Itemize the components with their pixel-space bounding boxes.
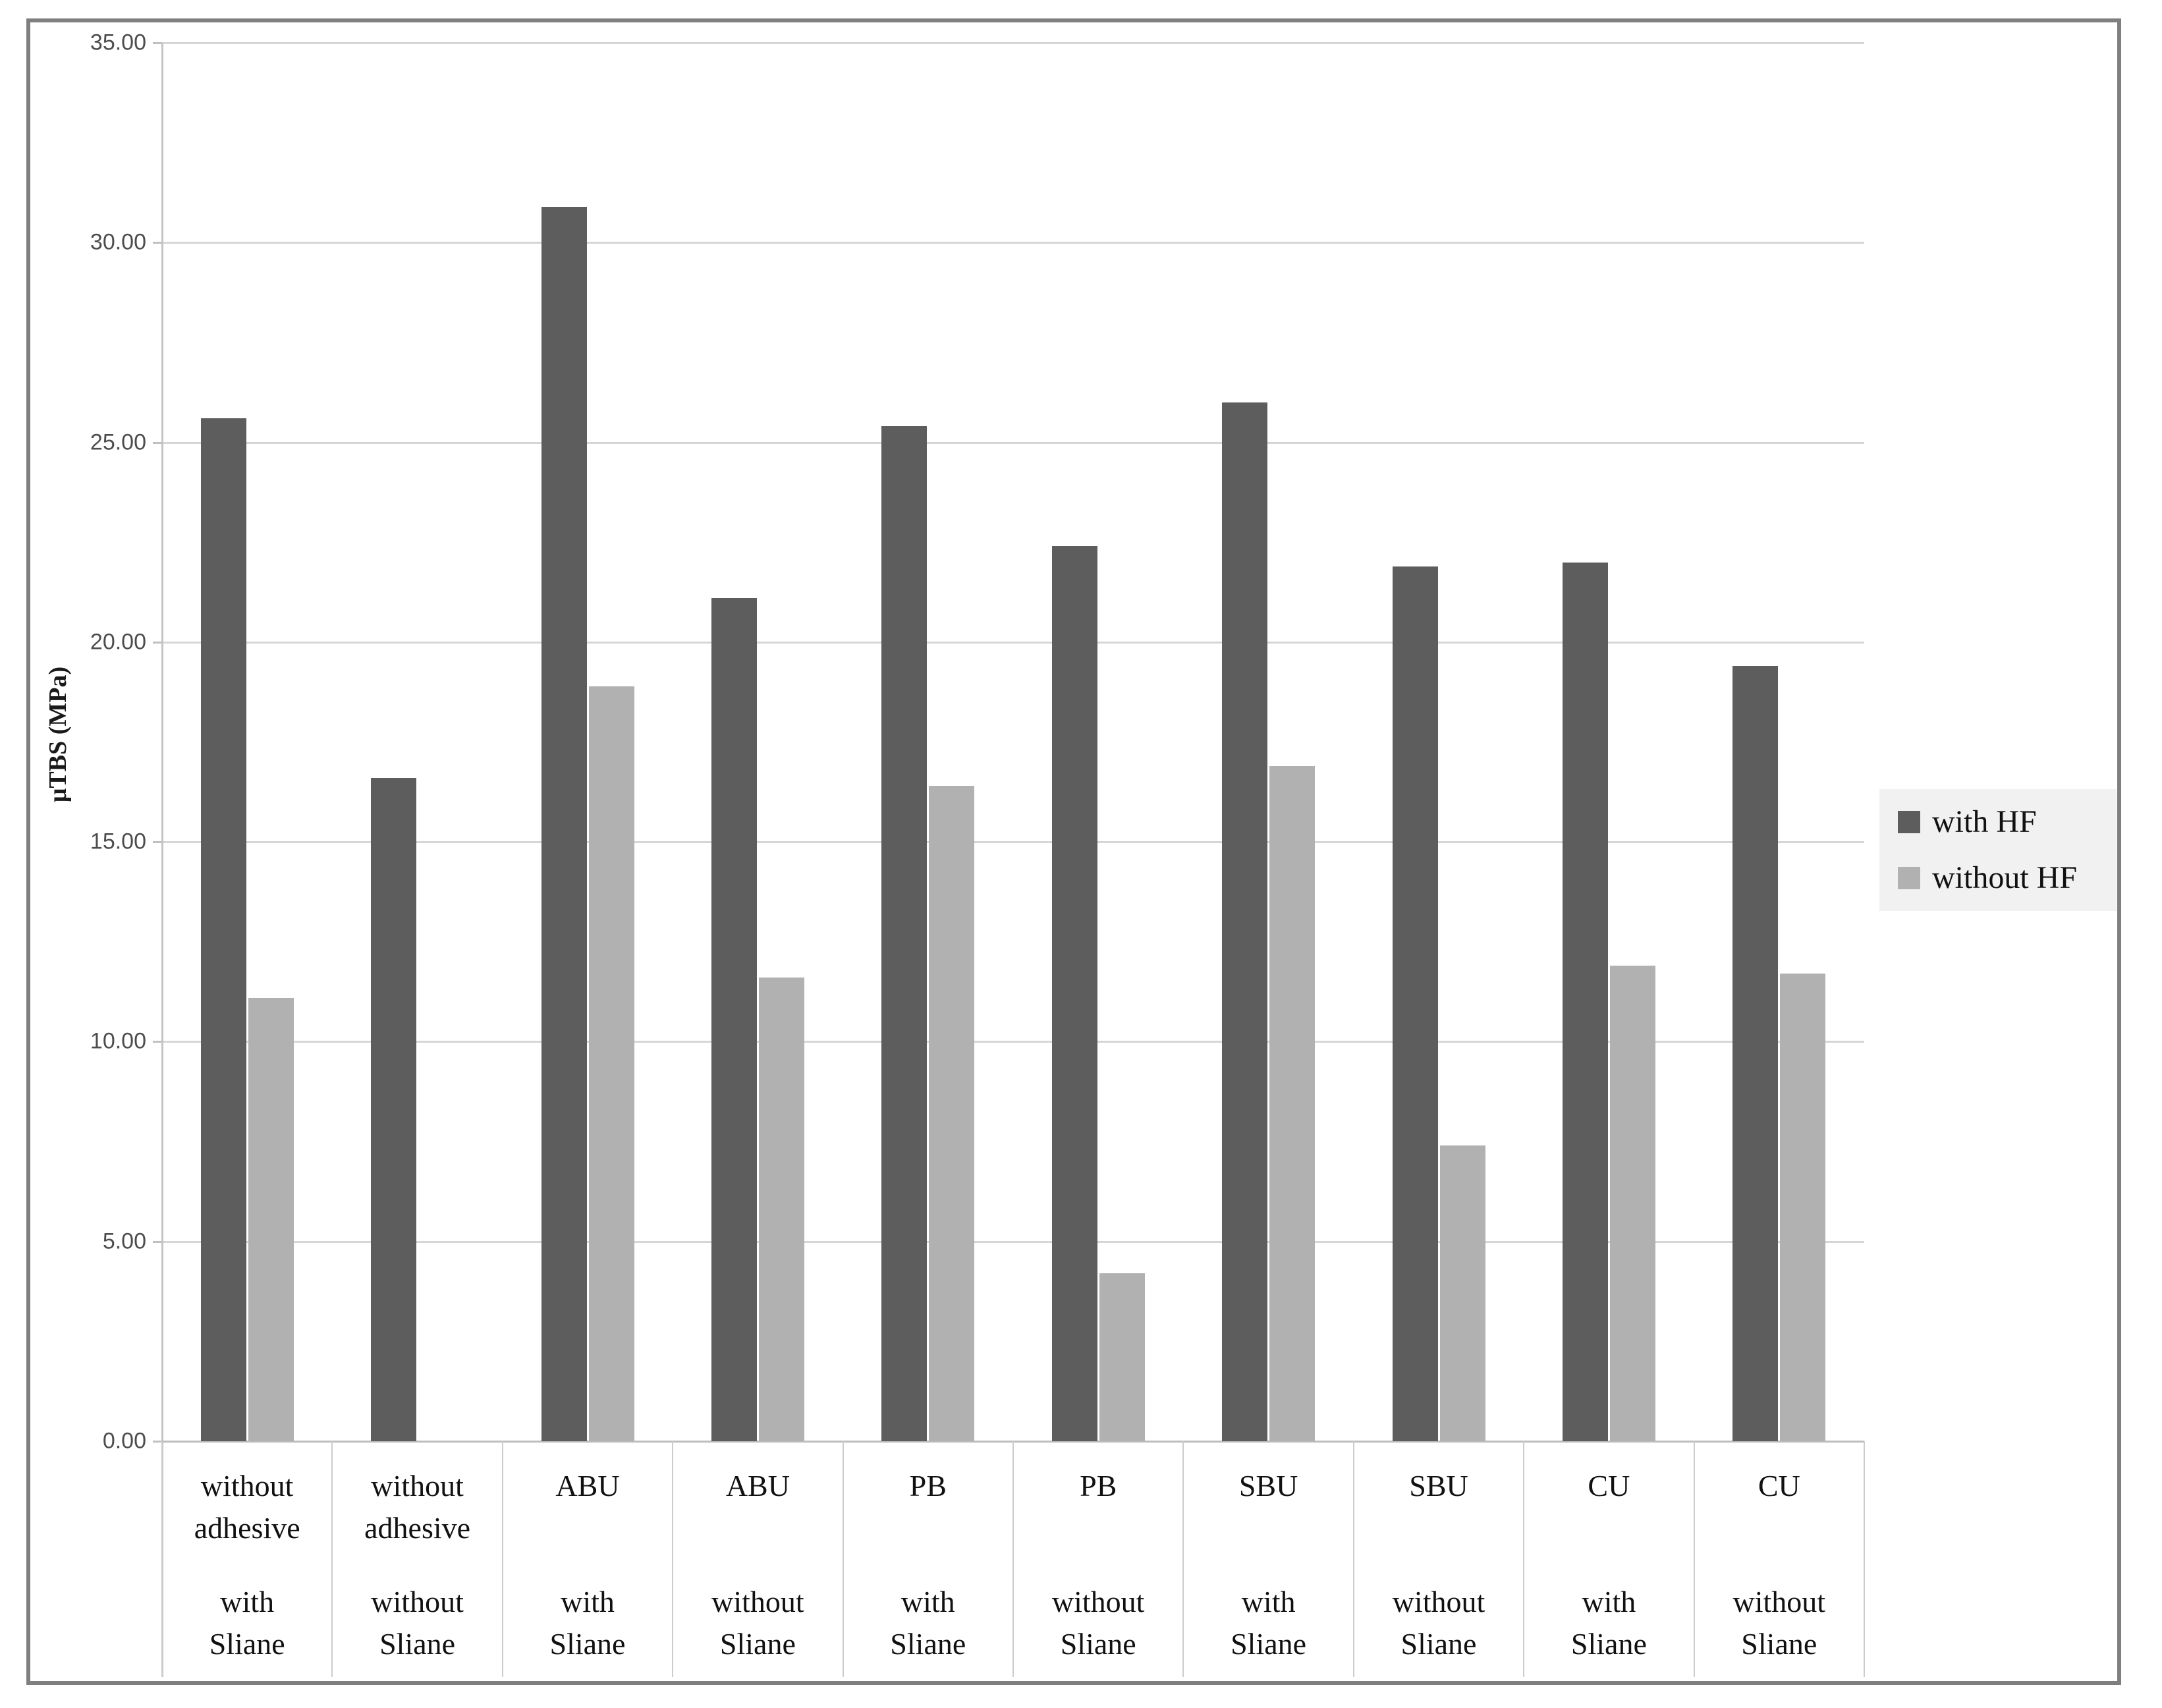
category-label-silane: with Sliane <box>1570 1585 1647 1661</box>
category-cell: SBU with Sliane <box>1183 1441 1353 1677</box>
legend-item-with-hf: with HF <box>1898 806 2117 838</box>
y-axis-tick <box>153 42 162 44</box>
legend-swatch-with-hf <box>1898 811 1920 834</box>
y-tick-label: 0.00 <box>102 1428 146 1454</box>
category-separator <box>331 1441 333 1677</box>
gridline <box>162 841 1864 844</box>
category-label-material: ABU <box>725 1469 790 1502</box>
y-tick-label: 20.00 <box>90 629 146 655</box>
gridline <box>162 1041 1864 1043</box>
bar-without-hf <box>929 786 975 1441</box>
category-cell: SBU without Sliane <box>1354 1441 1524 1677</box>
bar-with-hf <box>711 598 757 1441</box>
category-label-silane: without Sliane <box>1732 1585 1826 1661</box>
category-label-silane: with Sliane <box>209 1585 285 1661</box>
gridline <box>162 42 1864 44</box>
category-label-material: SBU <box>1238 1469 1298 1502</box>
bar-with-hf <box>371 778 417 1441</box>
y-tick-label: 10.00 <box>90 1028 146 1054</box>
bar-with-hf <box>1392 566 1438 1441</box>
bar-without-hf <box>248 997 294 1441</box>
category-label-silane: without Sliane <box>1051 1585 1145 1661</box>
bar-with-hf <box>1222 402 1268 1441</box>
gridline <box>162 641 1864 644</box>
bar-with-hf <box>1562 562 1608 1441</box>
bar-with-hf <box>200 418 246 1441</box>
category-label-silane: without Sliane <box>1392 1585 1485 1661</box>
category-label-silane: without Sliane <box>371 1585 464 1661</box>
category-label-material: PB <box>1080 1469 1117 1502</box>
category-label-material: without adhesive <box>194 1469 300 1545</box>
category-label-material: CU <box>1588 1469 1630 1502</box>
bar-without-hf <box>1780 974 1826 1441</box>
gridline <box>162 242 1864 244</box>
y-tick-label: 15.00 <box>90 829 146 854</box>
category-label-silane: with Sliane <box>1231 1585 1307 1661</box>
category-label-material: CU <box>1758 1469 1800 1502</box>
legend-label-without-hf: without HF <box>1932 860 2078 895</box>
y-axis-tick <box>153 1441 162 1443</box>
legend: with HF without HF <box>1879 789 2117 911</box>
category-separator <box>1864 1441 1865 1677</box>
category-label-material: PB <box>909 1469 947 1502</box>
category-label-silane: with Sliane <box>549 1585 626 1661</box>
bar-without-hf <box>1269 765 1316 1441</box>
y-axis-tick <box>153 641 162 644</box>
category-label-silane: without Sliane <box>711 1585 804 1661</box>
category-separator <box>1182 1441 1184 1677</box>
gridline <box>162 441 1864 444</box>
y-axis-tick <box>153 1041 162 1043</box>
category-separator <box>1693 1441 1695 1677</box>
category-cell: without adhesive with Sliane <box>162 1441 332 1677</box>
legend-item-without-hf: without HF <box>1898 862 2117 894</box>
y-axis-title: μTBS (MPa) <box>44 666 72 803</box>
legend-label-with-hf: with HF <box>1932 804 2037 840</box>
category-label-material: SBU <box>1409 1469 1468 1502</box>
y-tick-label: 25.00 <box>90 429 146 455</box>
category-separator <box>842 1441 844 1677</box>
category-separator <box>501 1441 503 1677</box>
category-separator <box>1352 1441 1354 1677</box>
y-tick-label: 30.00 <box>90 229 146 255</box>
bar-without-hf <box>1439 1145 1485 1441</box>
y-axis-line <box>161 43 163 1677</box>
bar-with-hf <box>1732 666 1779 1441</box>
bar-with-hf <box>541 206 587 1441</box>
category-cell: CU with Sliane <box>1524 1441 1694 1677</box>
y-axis-tick <box>153 1240 162 1243</box>
y-axis-tick <box>153 441 162 444</box>
bar-with-hf <box>1051 546 1097 1441</box>
category-cell: without adhesive without Sliane <box>332 1441 502 1677</box>
category-separator <box>672 1441 674 1677</box>
gridline <box>162 1240 1864 1243</box>
legend-swatch-without-hf <box>1898 866 1920 889</box>
category-separator <box>161 1441 163 1677</box>
y-axis-tick <box>153 242 162 244</box>
category-label-material: ABU <box>555 1469 620 1502</box>
category-separator <box>1523 1441 1525 1677</box>
category-cell: PB without Sliane <box>1013 1441 1183 1677</box>
category-separator <box>1012 1441 1014 1677</box>
category-cell: ABU with Sliane <box>503 1441 673 1677</box>
category-label-material: without adhesive <box>364 1469 471 1545</box>
bar-with-hf <box>881 426 928 1441</box>
category-cell: ABU without Sliane <box>673 1441 843 1677</box>
bar-without-hf <box>1099 1273 1145 1441</box>
category-cell: PB with Sliane <box>843 1441 1013 1677</box>
bar-without-hf <box>758 978 804 1441</box>
category-label-silane: with Sliane <box>890 1585 966 1661</box>
bar-without-hf <box>1609 966 1655 1441</box>
bar-without-hf <box>588 686 634 1441</box>
y-tick-label: 5.00 <box>102 1228 146 1254</box>
y-tick-label: 35.00 <box>90 30 146 55</box>
y-axis-tick <box>153 841 162 844</box>
category-cell: CU without Sliane <box>1694 1441 1864 1677</box>
